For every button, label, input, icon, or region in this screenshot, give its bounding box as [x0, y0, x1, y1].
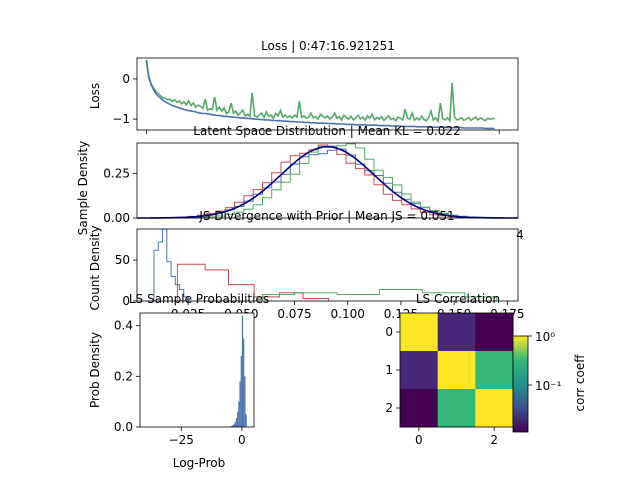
logprob-bar	[239, 381, 241, 427]
latent-series-step	[150, 144, 505, 219]
logprob-title: LS Sample Probabilities	[129, 292, 269, 306]
latent-ytick-label: 0.00	[103, 211, 130, 225]
latent-panel: Latent Space Distribution | Mean KL = 0.…	[76, 124, 524, 242]
latent-ylabel: Sample Density	[76, 141, 90, 235]
logprob-yticks: 0.0 0.2 0.4	[114, 319, 140, 434]
logprob-bar	[241, 315, 244, 427]
js-yticks: 0 50	[115, 253, 137, 308]
logprob-panel: LS Sample Probabilities Prob Density Log…	[88, 292, 269, 470]
corr-cell	[437, 313, 476, 352]
corr-ytick-label: 0	[385, 325, 393, 339]
loss-ylabel: Loss	[88, 83, 102, 109]
corr-title: LS Correlation	[416, 292, 500, 306]
logprob-bar	[234, 421, 236, 427]
loss-ytick-label: 0	[122, 72, 130, 86]
logprob-bar	[245, 414, 247, 427]
js-axes-frame	[136, 228, 519, 302]
js-xtick-label: 0.075	[277, 307, 311, 321]
loss-ytick-label: −1	[112, 112, 130, 126]
js-title: JS Divergence with Prior | Mean JS = 0.0…	[198, 209, 454, 223]
logprob-axes-bg	[140, 313, 254, 427]
corr-colorbar-label: corr coeff	[573, 354, 587, 412]
logprob-xtick-label: −25	[169, 433, 194, 447]
corr-colorbar-tick-label: 10⁻¹	[535, 379, 562, 393]
logprob-ytick-label: 0.4	[114, 319, 133, 333]
corr-xtick-label: 2	[490, 433, 498, 447]
corr-cell	[475, 313, 514, 352]
loss-lines	[145, 59, 495, 130]
corr-yticks: 0 1 2	[385, 325, 400, 415]
corr-colorbar-bar	[512, 335, 529, 433]
js-ytick-label: 0	[122, 294, 130, 308]
corr-cell	[400, 389, 439, 428]
latent-prior-curve	[137, 146, 518, 219]
corr-cell	[437, 389, 476, 428]
latent-series-step	[150, 143, 505, 219]
loss-series-line	[145, 59, 495, 124]
logprob-bar	[237, 411, 239, 427]
logprob-bar	[235, 418, 238, 427]
loss-yticks: 0 −1	[112, 72, 500, 134]
logprob-xlabel: Log-Prob	[173, 456, 225, 470]
corr-cell	[475, 351, 514, 390]
corr-colorbar: 10⁰ 10⁻¹	[512, 330, 562, 433]
logprob-bars	[229, 315, 247, 427]
logprob-ytick-label: 0.2	[114, 369, 133, 383]
latent-yticks: 0.00 0.25	[103, 166, 137, 225]
logprob-ytick-label: 0.0	[114, 420, 133, 434]
latent-xtick-label: 4	[516, 228, 524, 242]
loss-axes-frame	[136, 57, 519, 131]
corr-ytick-label: 1	[385, 363, 393, 377]
logprob-axes-frame	[139, 312, 255, 428]
corr-cell	[400, 313, 439, 352]
logprob-bar	[230, 425, 233, 427]
latent-series-step	[150, 148, 505, 219]
js-ytick-label: 50	[115, 253, 130, 267]
loss-series-line	[145, 60, 495, 130]
logprob-bar	[243, 338, 245, 427]
logprob-bar	[233, 423, 235, 427]
js-series-step	[153, 228, 189, 301]
loss-panel: Loss | 0:47:16.921251 Loss 0 −1	[88, 39, 519, 134]
logprob-bar	[238, 401, 240, 427]
logprob-bar	[244, 376, 246, 427]
js-xtick-label: 0.100	[331, 307, 365, 321]
corr-cell	[475, 389, 514, 428]
logprob-xtick-label: 0	[238, 433, 246, 447]
js-ylabel: Count Density	[88, 225, 102, 310]
corr-xtick-label: 0	[415, 433, 423, 447]
corr-ytick-label: 2	[385, 401, 393, 415]
logprob-xticks: −25 0	[169, 427, 246, 447]
js-series-step	[262, 289, 498, 301]
logprob-ylabel: Prob Density	[88, 332, 102, 408]
corr-cell	[437, 351, 476, 390]
latent-axes-frame	[136, 142, 519, 219]
corr-colorbar-tick-label: 10⁰	[535, 330, 555, 344]
latent-lines	[137, 143, 518, 219]
loss-title: Loss | 0:47:16.921251	[261, 39, 395, 53]
corr-cell	[400, 351, 439, 390]
corr-cells	[400, 313, 514, 428]
latent-title: Latent Space Distribution | Mean KL = 0.…	[193, 124, 460, 138]
js-bars	[153, 228, 498, 301]
latent-ytick-label: 0.25	[103, 166, 130, 180]
js-series-step	[176, 263, 330, 301]
logprob-bar	[240, 356, 242, 427]
logprob-bar	[232, 425, 234, 427]
